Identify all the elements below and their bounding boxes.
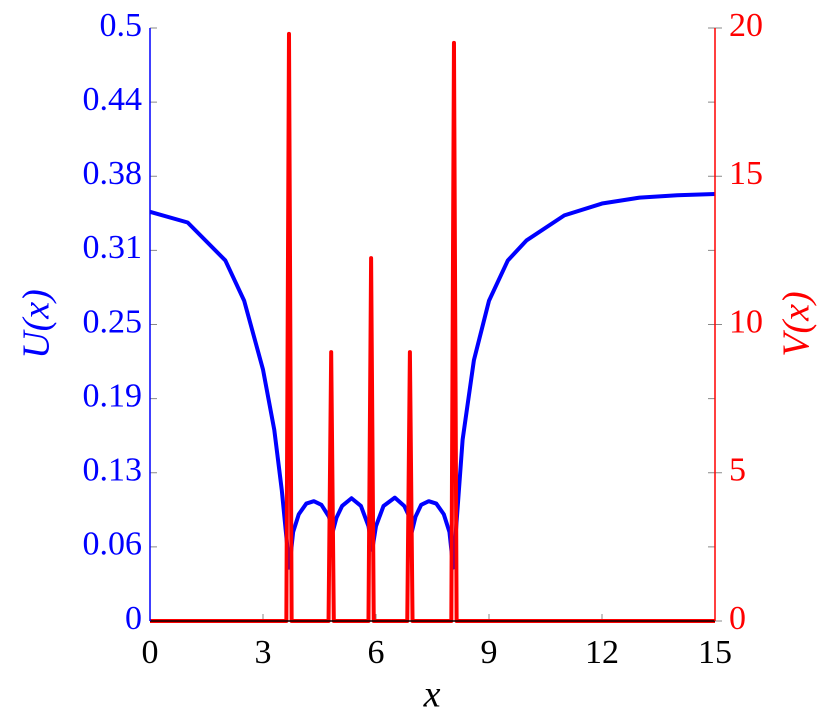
x-tick-label: 0 xyxy=(142,634,159,671)
y-tick-label: 0.25 xyxy=(83,303,143,340)
x-tick-label: 9 xyxy=(481,634,498,671)
y-tick-label: 0.06 xyxy=(83,526,143,563)
y-tick-label: 0.5 xyxy=(100,7,143,44)
y2-axis-label: V(x) xyxy=(776,291,818,356)
y2-tick-label: 5 xyxy=(729,452,746,489)
y-tick-label: 0.19 xyxy=(83,377,143,414)
x-tick-label: 6 xyxy=(368,634,385,671)
y-axis-label: U(x) xyxy=(16,289,58,359)
x-tick-label: 15 xyxy=(698,634,732,671)
series-line xyxy=(150,31,715,623)
y2-tick-label: 15 xyxy=(729,155,763,192)
y-tick-label: 0.38 xyxy=(83,155,143,192)
x-tick-label: 3 xyxy=(255,634,272,671)
y2-tick-label: 0 xyxy=(729,600,746,637)
series-line xyxy=(149,192,716,570)
y-tick-label: 0 xyxy=(125,600,142,637)
y-tick-label: 0.44 xyxy=(83,81,143,118)
x-axis-label: x xyxy=(423,674,441,716)
y2-tick-label: 10 xyxy=(729,303,763,340)
y2-tick-label: 20 xyxy=(729,7,763,44)
x-tick-label: 12 xyxy=(585,634,619,671)
y-tick-label: 0.31 xyxy=(83,229,143,266)
y-tick-label: 0.13 xyxy=(83,452,143,489)
